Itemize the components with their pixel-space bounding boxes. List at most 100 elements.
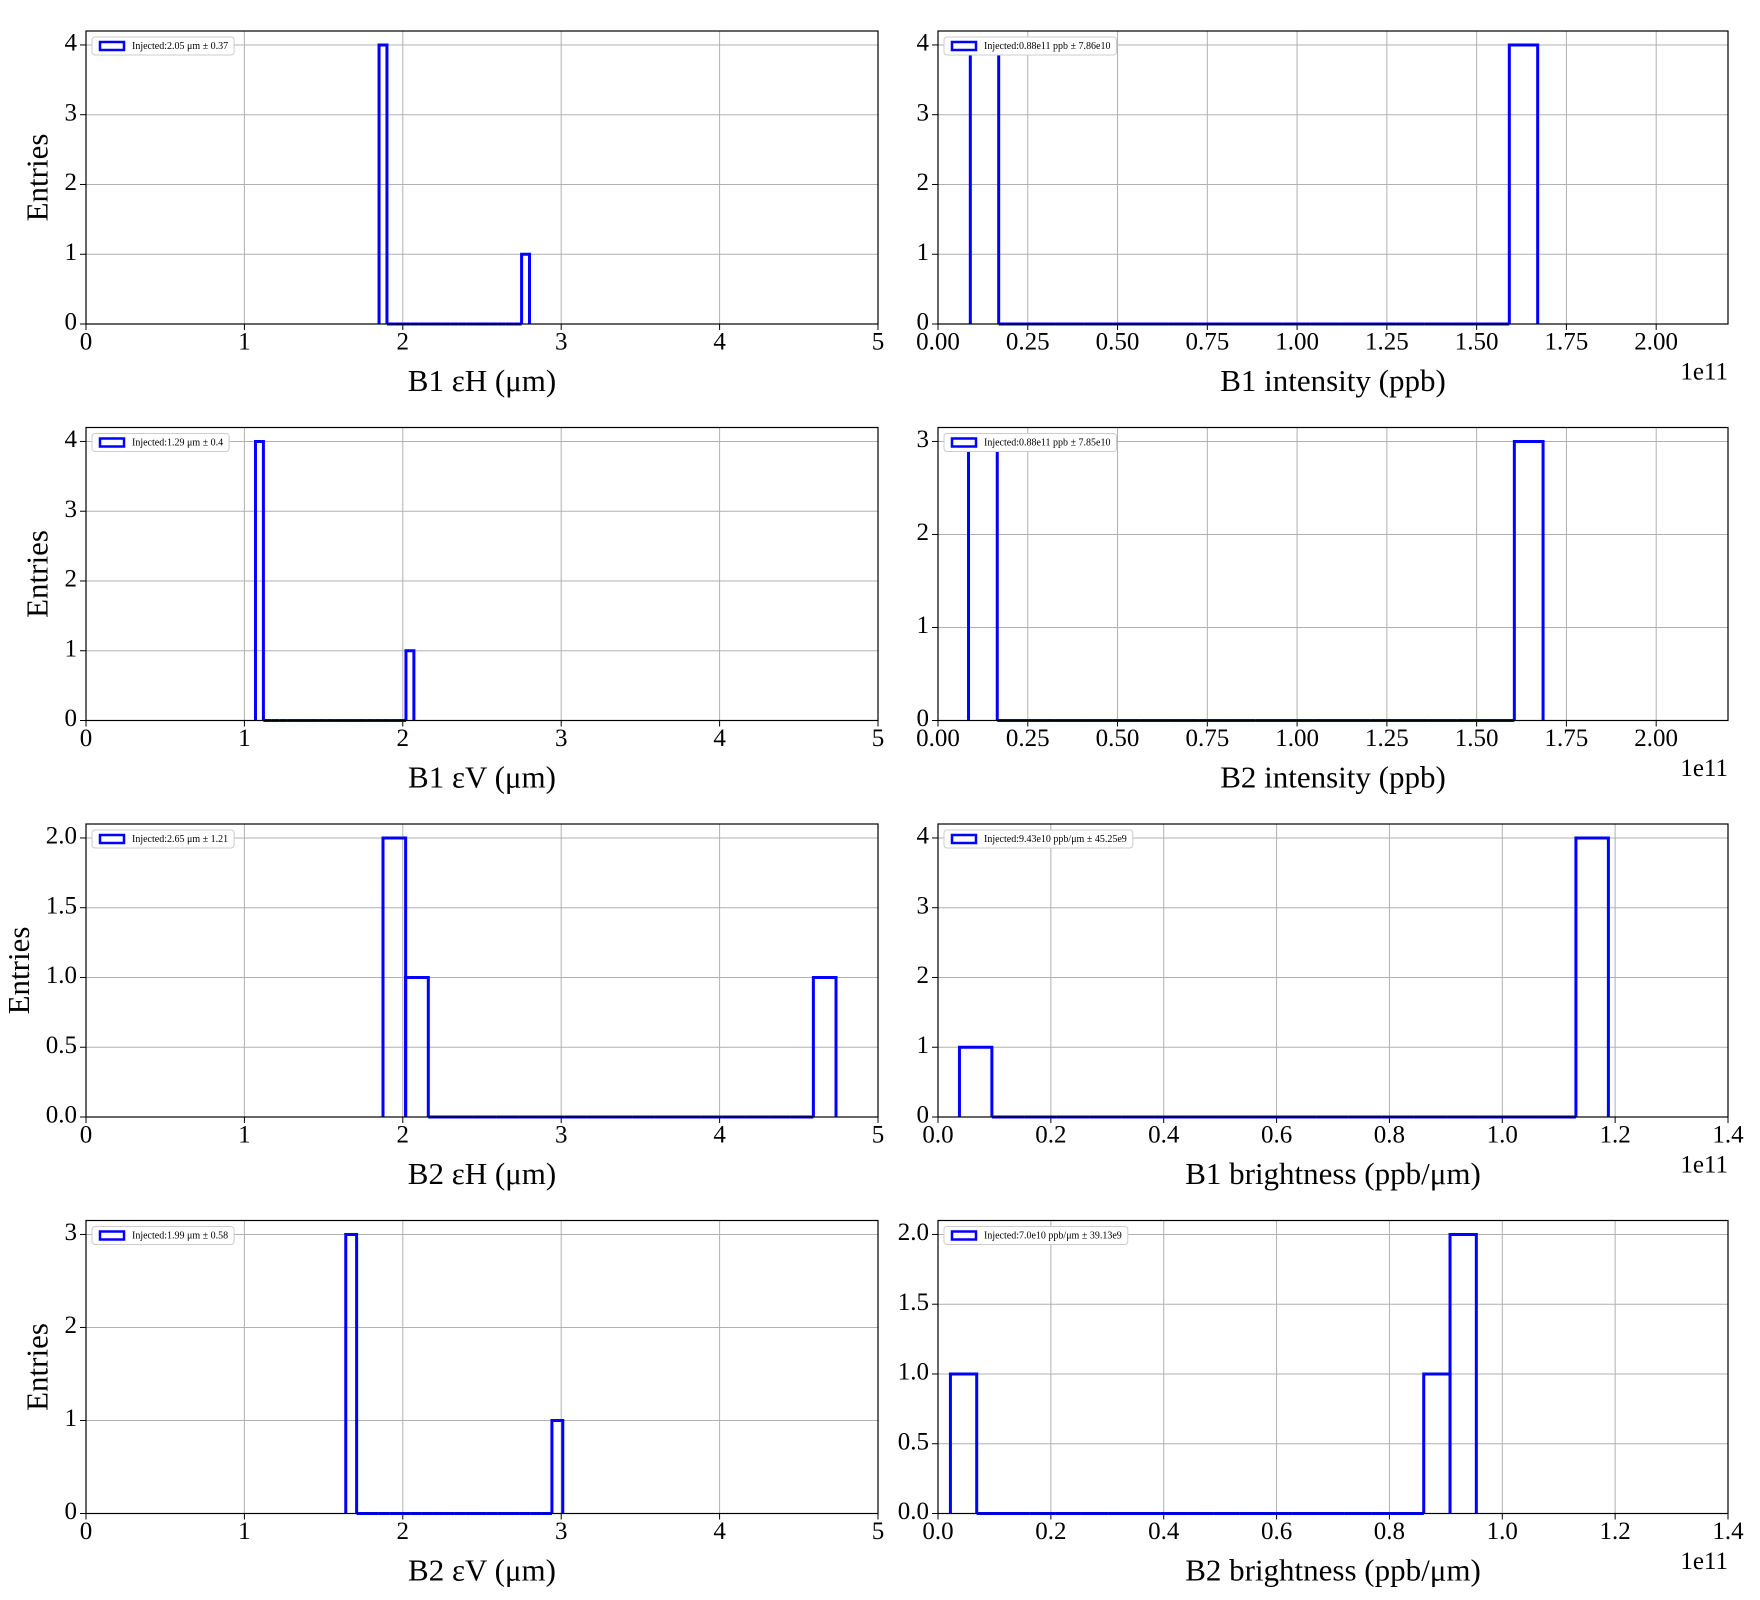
legend-box: [943, 433, 1117, 452]
hist-bin: [1512, 439, 1545, 721]
x-tick-label: 3: [555, 1122, 568, 1149]
subplot: 0.0 0.5 1.0 1.5 2.0 0 1 2 3 4 5 Injected:2.65 μm ± …: [1, 823, 884, 1191]
subplot: 0 1 2 3 4 0.0 0.2 0.4 0.6 0.8 1.0 1.2 1.4 Injected:9.…: [917, 823, 1745, 1191]
x-tick-label: 0.0: [922, 1122, 953, 1149]
x-tick-label: 1.0: [1487, 1518, 1518, 1545]
x-tick-label: 0: [80, 725, 93, 752]
y-tick-label: 1: [917, 612, 930, 639]
x-tick-label: 1.4: [1712, 1122, 1744, 1149]
hist-bin: [253, 439, 265, 721]
x-tick-label: 1.50: [1455, 329, 1499, 356]
legend-label: Injected:9.43e10 ppb/μm ± 45.25e9: [984, 834, 1127, 845]
x-axis-label: B2 εV (μm): [408, 1553, 556, 1588]
hist-bin: [520, 252, 532, 324]
x-tick-label: 0.00: [916, 725, 960, 752]
x-offset-label: 1e11: [1680, 1152, 1728, 1179]
y-tick-label: 4: [65, 426, 78, 453]
legend-swatch: [98, 833, 126, 845]
y-tick-label: 1.5: [46, 892, 77, 919]
y-tick-label: 3: [917, 99, 930, 126]
y-tick-label: 3: [65, 99, 78, 126]
hist-bin: [550, 1418, 565, 1514]
subplot: 0 1 2 3 0.00 0.25 0.50 0.75 1.00 1.25 1.50 1.75 2.00…: [916, 426, 1729, 795]
plot-frame: [937, 426, 1729, 722]
x-tick-label: 2.00: [1634, 329, 1678, 356]
x-tick-label: 0.00: [916, 329, 960, 356]
y-tick-label: 2: [65, 1312, 78, 1339]
legend-swatch: [950, 437, 978, 448]
x-tick-label: 0.25: [1006, 329, 1050, 356]
x-tick-label: 2.00: [1634, 725, 1678, 752]
legend-swatch: [98, 1230, 126, 1241]
y-tick-label: 0: [917, 1102, 930, 1129]
x-offset-label: 1e11: [1680, 1548, 1728, 1575]
x-tick-label: 3: [555, 329, 568, 356]
x-tick-label: 2: [397, 725, 410, 752]
x-tick-label: 0.75: [1185, 725, 1229, 752]
x-tick-label: 0.8: [1374, 1122, 1405, 1149]
hist-bin: [377, 43, 389, 324]
y-tick-label: 2: [65, 169, 78, 196]
y-tick-label: 2: [65, 566, 78, 593]
x-tick-label: 0.6: [1261, 1122, 1292, 1149]
plot-frame: [85, 30, 879, 325]
x-tick-label: 0: [80, 1122, 93, 1149]
x-tick-label: 0.2: [1035, 1122, 1066, 1149]
x-tick-label: 1: [238, 1122, 251, 1149]
legend-swatch: [950, 833, 978, 845]
legend-label: Injected:0.88e11 ppb ± 7.86e10: [984, 41, 1110, 52]
hist-bin: [957, 1045, 994, 1117]
x-tick-label: 1: [238, 329, 251, 356]
y-tick-label: 0: [65, 309, 78, 336]
hist-bin: [948, 1372, 979, 1514]
subplot: 0 1 2 3 4 0.00 0.25 0.50 0.75 1.00 1.25 1.50 1.75 2.0…: [916, 30, 1729, 398]
y-tick-label: 1.0: [898, 1359, 929, 1386]
x-tick-label: 2: [397, 1122, 410, 1149]
x-tick-label: 0.8: [1374, 1518, 1405, 1545]
y-tick-label: 4: [917, 30, 930, 57]
x-tick-label: 0.25: [1006, 725, 1050, 752]
x-tick-label: 1.2: [1600, 1518, 1631, 1545]
legend-label: Injected:0.88e11 ppb ± 7.85e10: [984, 437, 1110, 448]
y-tick-label: 4: [917, 823, 930, 850]
y-tick-label: 1: [917, 239, 930, 266]
y-tick-label: 2.0: [46, 823, 77, 850]
y-tick-label: 1.0: [46, 962, 77, 989]
x-tick-label: 1.4: [1712, 1518, 1744, 1545]
x-tick-label: 1.75: [1545, 329, 1589, 356]
x-tick-label: 1.50: [1455, 725, 1499, 752]
y-tick-label: 0.0: [46, 1102, 77, 1129]
legend-swatch: [98, 437, 126, 448]
legend-label: Injected:2.65 μm ± 1.21: [132, 834, 228, 845]
x-tick-label: 1.00: [1275, 725, 1319, 752]
y-tick-label: 3: [917, 892, 930, 919]
hist-bin: [1507, 43, 1540, 324]
legend-label: Injected:1.29 μm ± 0.4: [132, 437, 223, 448]
plot-frame: [937, 30, 1729, 325]
x-tick-label: 0: [80, 329, 93, 356]
plot-frame: [85, 823, 879, 1118]
y-axis-label: Entries: [1, 927, 36, 1015]
y-axis-label: Entries: [20, 530, 55, 618]
x-tick-label: 5: [872, 329, 885, 356]
y-tick-label: 1: [65, 239, 78, 266]
y-tick-label: 3: [65, 496, 78, 523]
x-axis-label: B1 brightness (ppb/μm): [1185, 1156, 1481, 1191]
x-tick-label: 1.2: [1600, 1122, 1631, 1149]
y-tick-label: 0: [65, 1498, 78, 1525]
x-axis-label: B1 εH (μm): [408, 363, 556, 398]
x-tick-label: 3: [555, 725, 568, 752]
legend-swatch: [950, 1230, 978, 1241]
x-tick-label: 1.00: [1275, 329, 1319, 356]
x-tick-label: 0.0: [922, 1518, 953, 1545]
hist-bin: [404, 649, 416, 721]
y-tick-label: 1: [65, 635, 78, 662]
x-tick-label: 0.4: [1148, 1122, 1180, 1149]
x-tick-label: 4: [713, 329, 726, 356]
legend-box: [91, 829, 235, 849]
y-tick-label: 2: [917, 169, 930, 196]
y-tick-label: 3: [65, 1219, 78, 1246]
legend-box: [91, 1226, 235, 1245]
x-axis-label: B1 εV (μm): [408, 760, 556, 795]
